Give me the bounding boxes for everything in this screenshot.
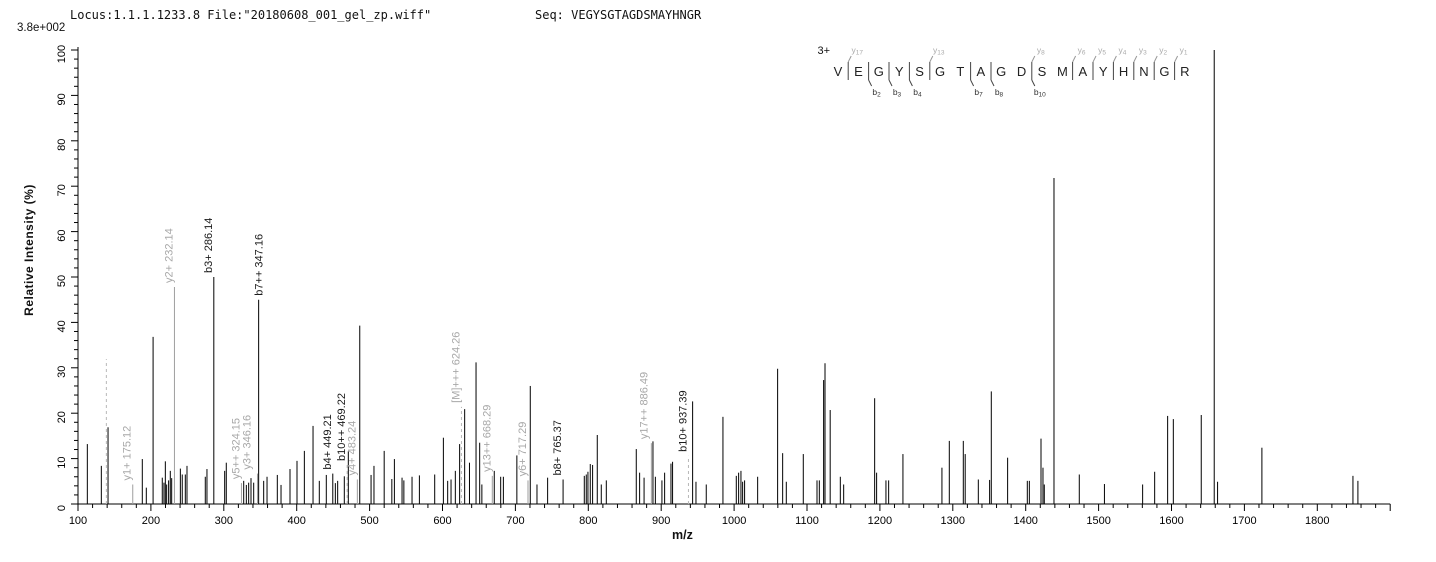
svg-text:b7++ 347.16: b7++ 347.16 (254, 234, 266, 296)
svg-text:b8: b8 (995, 87, 1004, 99)
peaks (86, 50, 1359, 504)
svg-text:300: 300 (215, 515, 233, 527)
svg-text:y8: y8 (1037, 45, 1045, 57)
svg-text:V: V (834, 64, 843, 79)
svg-text:y13++ 668.29: y13++ 668.29 (481, 405, 493, 472)
intensity-scale-label: 3.8e+002 (17, 22, 66, 34)
svg-text:b4: b4 (913, 87, 922, 99)
svg-text:y1+ 175.12: y1+ 175.12 (122, 426, 134, 481)
svg-text:60: 60 (56, 229, 68, 241)
svg-text:N: N (1139, 64, 1148, 79)
svg-text:600: 600 (433, 515, 451, 527)
svg-text:M: M (1057, 64, 1068, 79)
svg-text:1800: 1800 (1305, 515, 1329, 527)
svg-text:0: 0 (56, 505, 68, 511)
svg-text:y5++ 324.15: y5++ 324.15 (230, 418, 242, 479)
svg-text:y2+ 232.14: y2+ 232.14 (163, 228, 175, 283)
svg-text:1200: 1200 (868, 515, 892, 527)
svg-text:S: S (915, 64, 924, 79)
svg-text:30: 30 (56, 366, 68, 378)
svg-text:70: 70 (56, 184, 68, 196)
svg-text:Y: Y (1099, 64, 1108, 79)
svg-text:[M]+++ 624.26: [M]+++ 624.26 (450, 332, 462, 403)
svg-text:700: 700 (506, 515, 524, 527)
sequence-header: Seq: VEGYSGTAGDSMAYHNGR (535, 8, 702, 22)
svg-text:y6: y6 (1078, 45, 1086, 57)
svg-text:100: 100 (56, 45, 68, 63)
svg-text:200: 200 (142, 515, 160, 527)
svg-text:y5: y5 (1098, 45, 1106, 57)
svg-text:y13: y13 (933, 45, 945, 57)
svg-text:b10: b10 (1034, 87, 1046, 99)
svg-text:y17++ 886.49: y17++ 886.49 (638, 372, 650, 439)
svg-text:b8+ 765.37: b8+ 765.37 (552, 420, 564, 475)
svg-text:H: H (1119, 64, 1128, 79)
svg-text:3+: 3+ (817, 45, 830, 57)
svg-text:b4+ 449.21: b4+ 449.21 (322, 414, 334, 469)
svg-text:y2: y2 (1159, 45, 1167, 57)
svg-text:E: E (854, 64, 863, 79)
svg-text:y6+ 717.29: y6+ 717.29 (517, 422, 529, 477)
locus-file-header: Locus:1.1.1.1233.8 File:"20180608_001_ge… (70, 8, 432, 22)
svg-text:G: G (935, 64, 945, 79)
svg-text:80: 80 (56, 139, 68, 151)
svg-text:1500: 1500 (1086, 515, 1110, 527)
svg-text:100: 100 (69, 515, 87, 527)
svg-text:S: S (1038, 64, 1047, 79)
svg-text:1400: 1400 (1013, 515, 1037, 527)
svg-text:800: 800 (579, 515, 597, 527)
svg-text:R: R (1180, 64, 1189, 79)
svg-text:y3+ 346.16: y3+ 346.16 (241, 415, 253, 470)
svg-text:20: 20 (56, 411, 68, 423)
svg-text:1100: 1100 (795, 515, 819, 527)
svg-text:Y: Y (895, 64, 904, 79)
svg-text:G: G (996, 64, 1006, 79)
svg-text:40: 40 (56, 320, 68, 332)
svg-text:1300: 1300 (941, 515, 965, 527)
svg-text:y3: y3 (1139, 45, 1147, 57)
svg-text:1600: 1600 (1159, 515, 1183, 527)
svg-text:b10++ 469.22: b10++ 469.22 (336, 393, 348, 461)
labeled-ion-peaks: y1+ 175.12 y2+ 232.14 b3+ 286.14 y5++ 324.1… (122, 218, 652, 504)
svg-text:b2: b2 (872, 87, 881, 99)
svg-text:b3: b3 (893, 87, 902, 99)
svg-text:10: 10 (56, 456, 68, 468)
svg-text:y4: y4 (1118, 45, 1126, 57)
svg-text:A: A (1078, 64, 1087, 79)
svg-text:b10+ 937.39: b10+ 937.39 (677, 390, 689, 451)
svg-text:500: 500 (360, 515, 378, 527)
svg-text:A: A (976, 64, 985, 79)
svg-text:90: 90 (56, 93, 68, 105)
svg-text:T: T (956, 64, 964, 79)
svg-text:y1: y1 (1180, 45, 1188, 57)
svg-text:y4+ 483.24: y4+ 483.24 (346, 421, 358, 476)
svg-text:50: 50 (56, 275, 68, 287)
svg-text:b3+ 286.14: b3+ 286.14 (203, 218, 215, 273)
svg-text:900: 900 (652, 515, 670, 527)
svg-text:1000: 1000 (722, 515, 746, 527)
svg-text:G: G (1159, 64, 1169, 79)
svg-text:G: G (874, 64, 884, 79)
svg-text:400: 400 (288, 515, 306, 527)
dashed-ion-markers: b10++ 469.22 [M]+++ 624.26 b10+ 937.39 (105, 332, 689, 504)
svg-text:b7: b7 (974, 87, 983, 99)
svg-text:D: D (1017, 64, 1026, 79)
svg-text:1700: 1700 (1232, 515, 1256, 527)
x-axis-title: m/z (672, 528, 693, 542)
svg-text:y17: y17 (851, 45, 863, 57)
